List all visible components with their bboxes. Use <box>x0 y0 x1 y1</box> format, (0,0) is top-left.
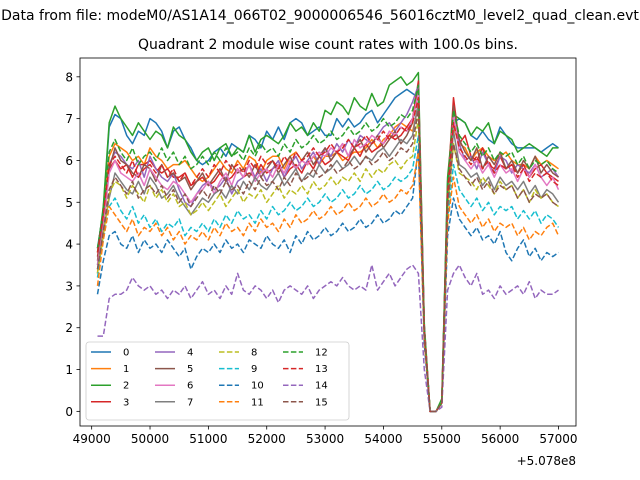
chart-title: Quadrant 2 module wise count rates with … <box>138 37 518 53</box>
legend-label-7: 7 <box>187 397 193 408</box>
y-axis: 0 1 2 3 4 5 6 7 8 <box>65 70 80 419</box>
y-tick-label: 8 <box>65 70 73 84</box>
legend-label-5: 5 <box>187 364 193 375</box>
y-tick-label: 3 <box>65 279 73 293</box>
x-tick-label: 51000 <box>189 432 227 446</box>
series-line-12 <box>96 84 559 413</box>
x-tick-label: 49000 <box>73 432 111 446</box>
legend-label-0: 0 <box>123 348 129 359</box>
series-line-15 <box>96 109 559 413</box>
legend-label-10: 10 <box>251 381 264 392</box>
x-tick-label: 52000 <box>248 432 286 446</box>
legend-label-14: 14 <box>315 381 328 392</box>
x-tick-label: 56000 <box>481 432 519 446</box>
legend-label-12: 12 <box>315 348 328 359</box>
y-tick-label: 6 <box>65 154 73 168</box>
legend-label-8: 8 <box>251 348 257 359</box>
legend-label-2: 2 <box>123 381 129 392</box>
series-line-10 <box>96 147 559 413</box>
legend-label-3: 3 <box>123 397 129 408</box>
y-tick-label: 2 <box>65 321 73 335</box>
x-tick-label: 50000 <box>131 432 169 446</box>
series-line-9 <box>96 134 560 413</box>
y-tick-label: 5 <box>65 196 73 210</box>
y-tick-label: 4 <box>65 238 73 252</box>
x-offset-label: +5.078e8 <box>517 454 576 468</box>
series-lines <box>96 71 560 413</box>
legend-label-9: 9 <box>251 364 257 375</box>
y-tick-label: 0 <box>65 405 73 419</box>
x-tick-label: 55000 <box>423 432 461 446</box>
figure-suptitle: Data from file: modeM0/AS1A14_066T02_900… <box>1 8 639 24</box>
x-axis: 49000 50000 51000 52000 53000 54000 55000 56000… <box>73 426 578 446</box>
x-tick-label: 57000 <box>539 432 577 446</box>
x-tick-label: 54000 <box>364 432 402 446</box>
plot-area <box>79 57 577 427</box>
legend-label-13: 13 <box>315 364 328 375</box>
series-line-2 <box>96 71 559 413</box>
legend-label-1: 1 <box>123 364 129 375</box>
legend-label-6: 6 <box>187 381 193 392</box>
y-tick-label: 1 <box>65 363 73 377</box>
legend-label-4: 4 <box>187 348 193 359</box>
series-line-8 <box>96 117 559 413</box>
y-tick-label: 7 <box>65 112 73 126</box>
series-line-11 <box>96 151 560 413</box>
legend-label-15: 15 <box>315 397 328 408</box>
series-line-6 <box>96 92 560 413</box>
axes-frame <box>79 57 577 427</box>
legend-frame <box>85 341 350 421</box>
legend-label-11: 11 <box>251 397 264 408</box>
x-tick-label: 53000 <box>306 432 344 446</box>
series-line-7 <box>96 101 560 413</box>
series-line-13 <box>96 96 559 413</box>
